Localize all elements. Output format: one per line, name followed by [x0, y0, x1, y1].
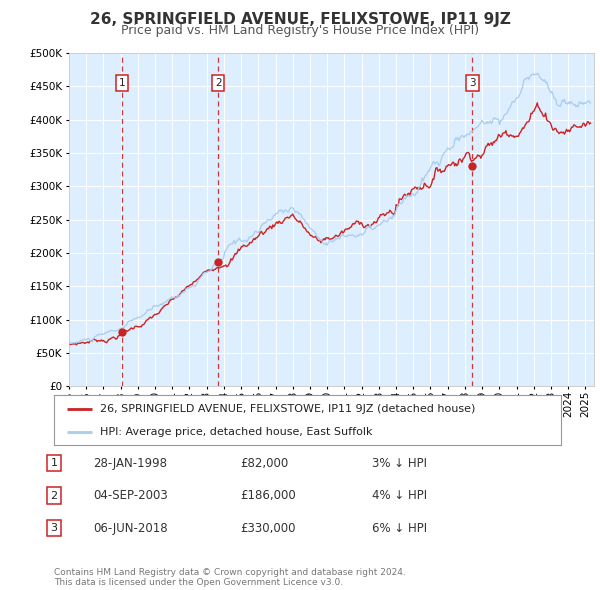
Text: 28-JAN-1998: 28-JAN-1998 — [93, 457, 167, 470]
Text: 26, SPRINGFIELD AVENUE, FELIXSTOWE, IP11 9JZ (detached house): 26, SPRINGFIELD AVENUE, FELIXSTOWE, IP11… — [100, 404, 475, 414]
Text: £330,000: £330,000 — [240, 522, 296, 535]
Text: 26, SPRINGFIELD AVENUE, FELIXSTOWE, IP11 9JZ: 26, SPRINGFIELD AVENUE, FELIXSTOWE, IP11… — [89, 12, 511, 27]
Text: 6% ↓ HPI: 6% ↓ HPI — [372, 522, 427, 535]
Text: 1: 1 — [50, 458, 58, 468]
Text: 3% ↓ HPI: 3% ↓ HPI — [372, 457, 427, 470]
Text: Price paid vs. HM Land Registry's House Price Index (HPI): Price paid vs. HM Land Registry's House … — [121, 24, 479, 37]
Text: £186,000: £186,000 — [240, 489, 296, 502]
Text: 4% ↓ HPI: 4% ↓ HPI — [372, 489, 427, 502]
Text: 3: 3 — [469, 78, 476, 88]
Text: 04-SEP-2003: 04-SEP-2003 — [93, 489, 168, 502]
Text: Contains HM Land Registry data © Crown copyright and database right 2024.
This d: Contains HM Land Registry data © Crown c… — [54, 568, 406, 587]
Text: £82,000: £82,000 — [240, 457, 288, 470]
Text: 2: 2 — [215, 78, 221, 88]
Text: HPI: Average price, detached house, East Suffolk: HPI: Average price, detached house, East… — [100, 427, 372, 437]
Text: 1: 1 — [119, 78, 125, 88]
Text: 2: 2 — [50, 491, 58, 500]
Text: 3: 3 — [50, 523, 58, 533]
Text: 06-JUN-2018: 06-JUN-2018 — [93, 522, 167, 535]
